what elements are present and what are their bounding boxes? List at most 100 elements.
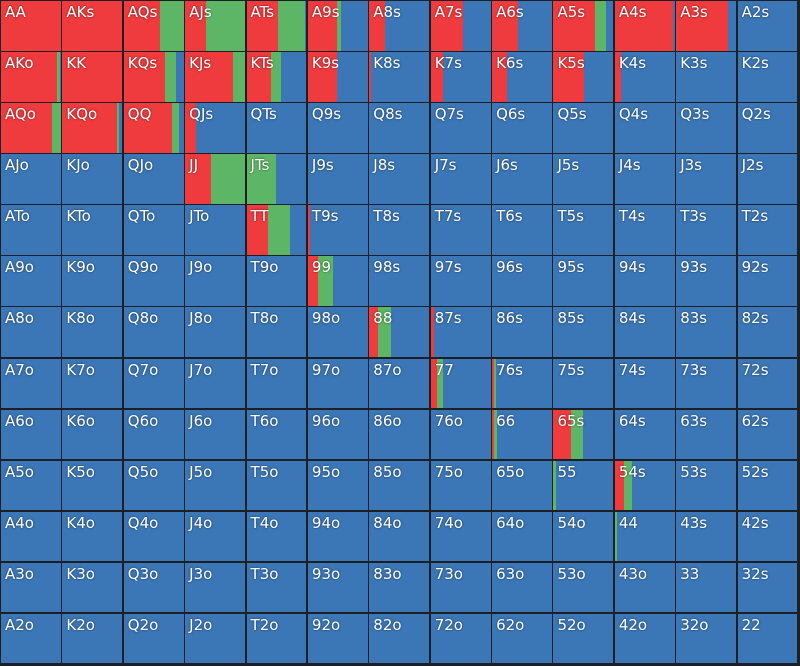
hand-cell[interactable]: QTs [246,103,307,153]
hand-cell[interactable]: 86s [492,307,552,358]
hand-cell[interactable]: T2s [737,205,798,255]
hand-cell[interactable]: AKs [62,1,123,51]
hand-cell[interactable]: 77 [430,358,491,409]
hand-cell[interactable]: 22 [737,613,798,664]
hand-cell[interactable]: 95s [553,256,614,306]
hand-cell[interactable]: 95o [307,460,368,511]
hand-cell[interactable]: 74o [430,511,491,562]
hand-cell[interactable]: 62o [492,613,552,664]
hand-cell[interactable]: Q3s [676,103,737,153]
hand-cell[interactable]: T4o [246,511,307,562]
hand-cell[interactable]: 93s [676,256,737,306]
hand-cell[interactable]: JJ [185,154,246,204]
hand-cell[interactable]: A9s [307,1,368,51]
hand-cell[interactable]: Q9o [123,256,184,306]
hand-cell[interactable]: 63s [676,409,737,460]
hand-cell[interactable]: Q6o [123,409,184,460]
hand-cell[interactable]: KK [62,52,123,102]
hand-cell[interactable]: KQo [62,103,123,153]
hand-cell[interactable]: 75s [553,358,614,409]
hand-cell[interactable]: 86o [369,409,430,460]
hand-cell[interactable]: Q6s [492,103,552,153]
hand-cell[interactable]: K5o [62,460,123,511]
hand-cell[interactable]: 65o [492,460,552,511]
hand-cell[interactable]: J8s [369,154,430,204]
hand-cell[interactable]: T7s [430,205,491,255]
hand-cell[interactable]: AJo [1,154,61,204]
hand-cell[interactable]: 42s [737,511,798,562]
hand-cell[interactable]: 83o [369,562,430,613]
hand-cell[interactable]: 52o [553,613,614,664]
hand-cell[interactable]: Q3o [123,562,184,613]
hand-cell[interactable]: KJs [185,52,246,102]
hand-cell[interactable]: J5s [553,154,614,204]
hand-cell[interactable]: K3s [676,52,737,102]
hand-cell[interactable]: J3o [185,562,246,613]
hand-cell[interactable]: T4s [614,205,675,255]
hand-cell[interactable]: 82s [737,307,798,358]
hand-cell[interactable]: 65s [553,409,614,460]
hand-cell[interactable]: 93o [307,562,368,613]
hand-cell[interactable]: Q5o [123,460,184,511]
hand-cell[interactable]: 88 [369,307,430,358]
hand-cell[interactable]: JTo [185,205,246,255]
hand-cell[interactable]: T6o [246,409,307,460]
hand-cell[interactable]: 62s [737,409,798,460]
hand-cell[interactable]: 66 [492,409,552,460]
hand-cell[interactable]: 82o [369,613,430,664]
hand-cell[interactable]: 87s [430,307,491,358]
hand-cell[interactable]: T5s [553,205,614,255]
hand-cell[interactable]: 32s [737,562,798,613]
hand-cell[interactable]: AJs [185,1,246,51]
hand-cell[interactable]: KTs [246,52,307,102]
hand-cell[interactable]: Q8s [369,103,430,153]
hand-cell[interactable]: T9o [246,256,307,306]
hand-cell[interactable]: 73s [676,358,737,409]
hand-cell[interactable]: 76o [430,409,491,460]
hand-cell[interactable]: A6o [1,409,61,460]
hand-cell[interactable]: Q4o [123,511,184,562]
hand-cell[interactable]: QQ [123,103,184,153]
hand-cell[interactable]: 97o [307,358,368,409]
hand-cell[interactable]: Q7s [430,103,491,153]
hand-cell[interactable]: J9o [185,256,246,306]
hand-cell[interactable]: Q9s [307,103,368,153]
hand-cell[interactable]: A8s [369,1,430,51]
hand-cell[interactable]: A2s [737,1,798,51]
hand-cell[interactable]: 87o [369,358,430,409]
hand-cell[interactable]: J2s [737,154,798,204]
hand-cell[interactable]: 44 [614,511,675,562]
hand-cell[interactable]: K6s [492,52,552,102]
hand-cell[interactable]: 33 [676,562,737,613]
hand-cell[interactable]: Q7o [123,358,184,409]
hand-cell[interactable]: AQo [1,103,61,153]
hand-cell[interactable]: QJo [123,154,184,204]
hand-cell[interactable]: 64o [492,511,552,562]
hand-cell[interactable]: A5s [553,1,614,51]
hand-cell[interactable]: JTs [246,154,307,204]
hand-cell[interactable]: T3o [246,562,307,613]
hand-cell[interactable]: KTo [62,205,123,255]
hand-cell[interactable]: 54s [614,460,675,511]
hand-cell[interactable]: AKo [1,52,61,102]
hand-cell[interactable]: 64s [614,409,675,460]
hand-cell[interactable]: 43s [676,511,737,562]
hand-cell[interactable]: 72o [430,613,491,664]
hand-cell[interactable]: T2o [246,613,307,664]
hand-cell[interactable]: T5o [246,460,307,511]
hand-cell[interactable]: ATs [246,1,307,51]
hand-cell[interactable]: T6s [492,205,552,255]
hand-cell[interactable]: K3o [62,562,123,613]
hand-cell[interactable]: A9o [1,256,61,306]
hand-cell[interactable]: 55 [553,460,614,511]
hand-cell[interactable]: 63o [492,562,552,613]
hand-cell[interactable]: K9s [307,52,368,102]
hand-cell[interactable]: 99 [307,256,368,306]
hand-cell[interactable]: J9s [307,154,368,204]
hand-cell[interactable]: 43o [614,562,675,613]
hand-cell[interactable]: 54o [553,511,614,562]
hand-cell[interactable]: QJs [185,103,246,153]
hand-cell[interactable]: AQs [123,1,184,51]
hand-cell[interactable]: K9o [62,256,123,306]
hand-cell[interactable]: A3s [676,1,737,51]
